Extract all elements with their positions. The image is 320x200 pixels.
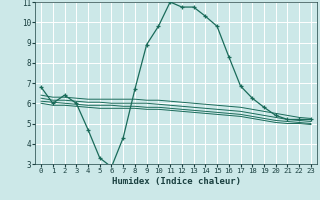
X-axis label: Humidex (Indice chaleur): Humidex (Indice chaleur) bbox=[111, 177, 241, 186]
